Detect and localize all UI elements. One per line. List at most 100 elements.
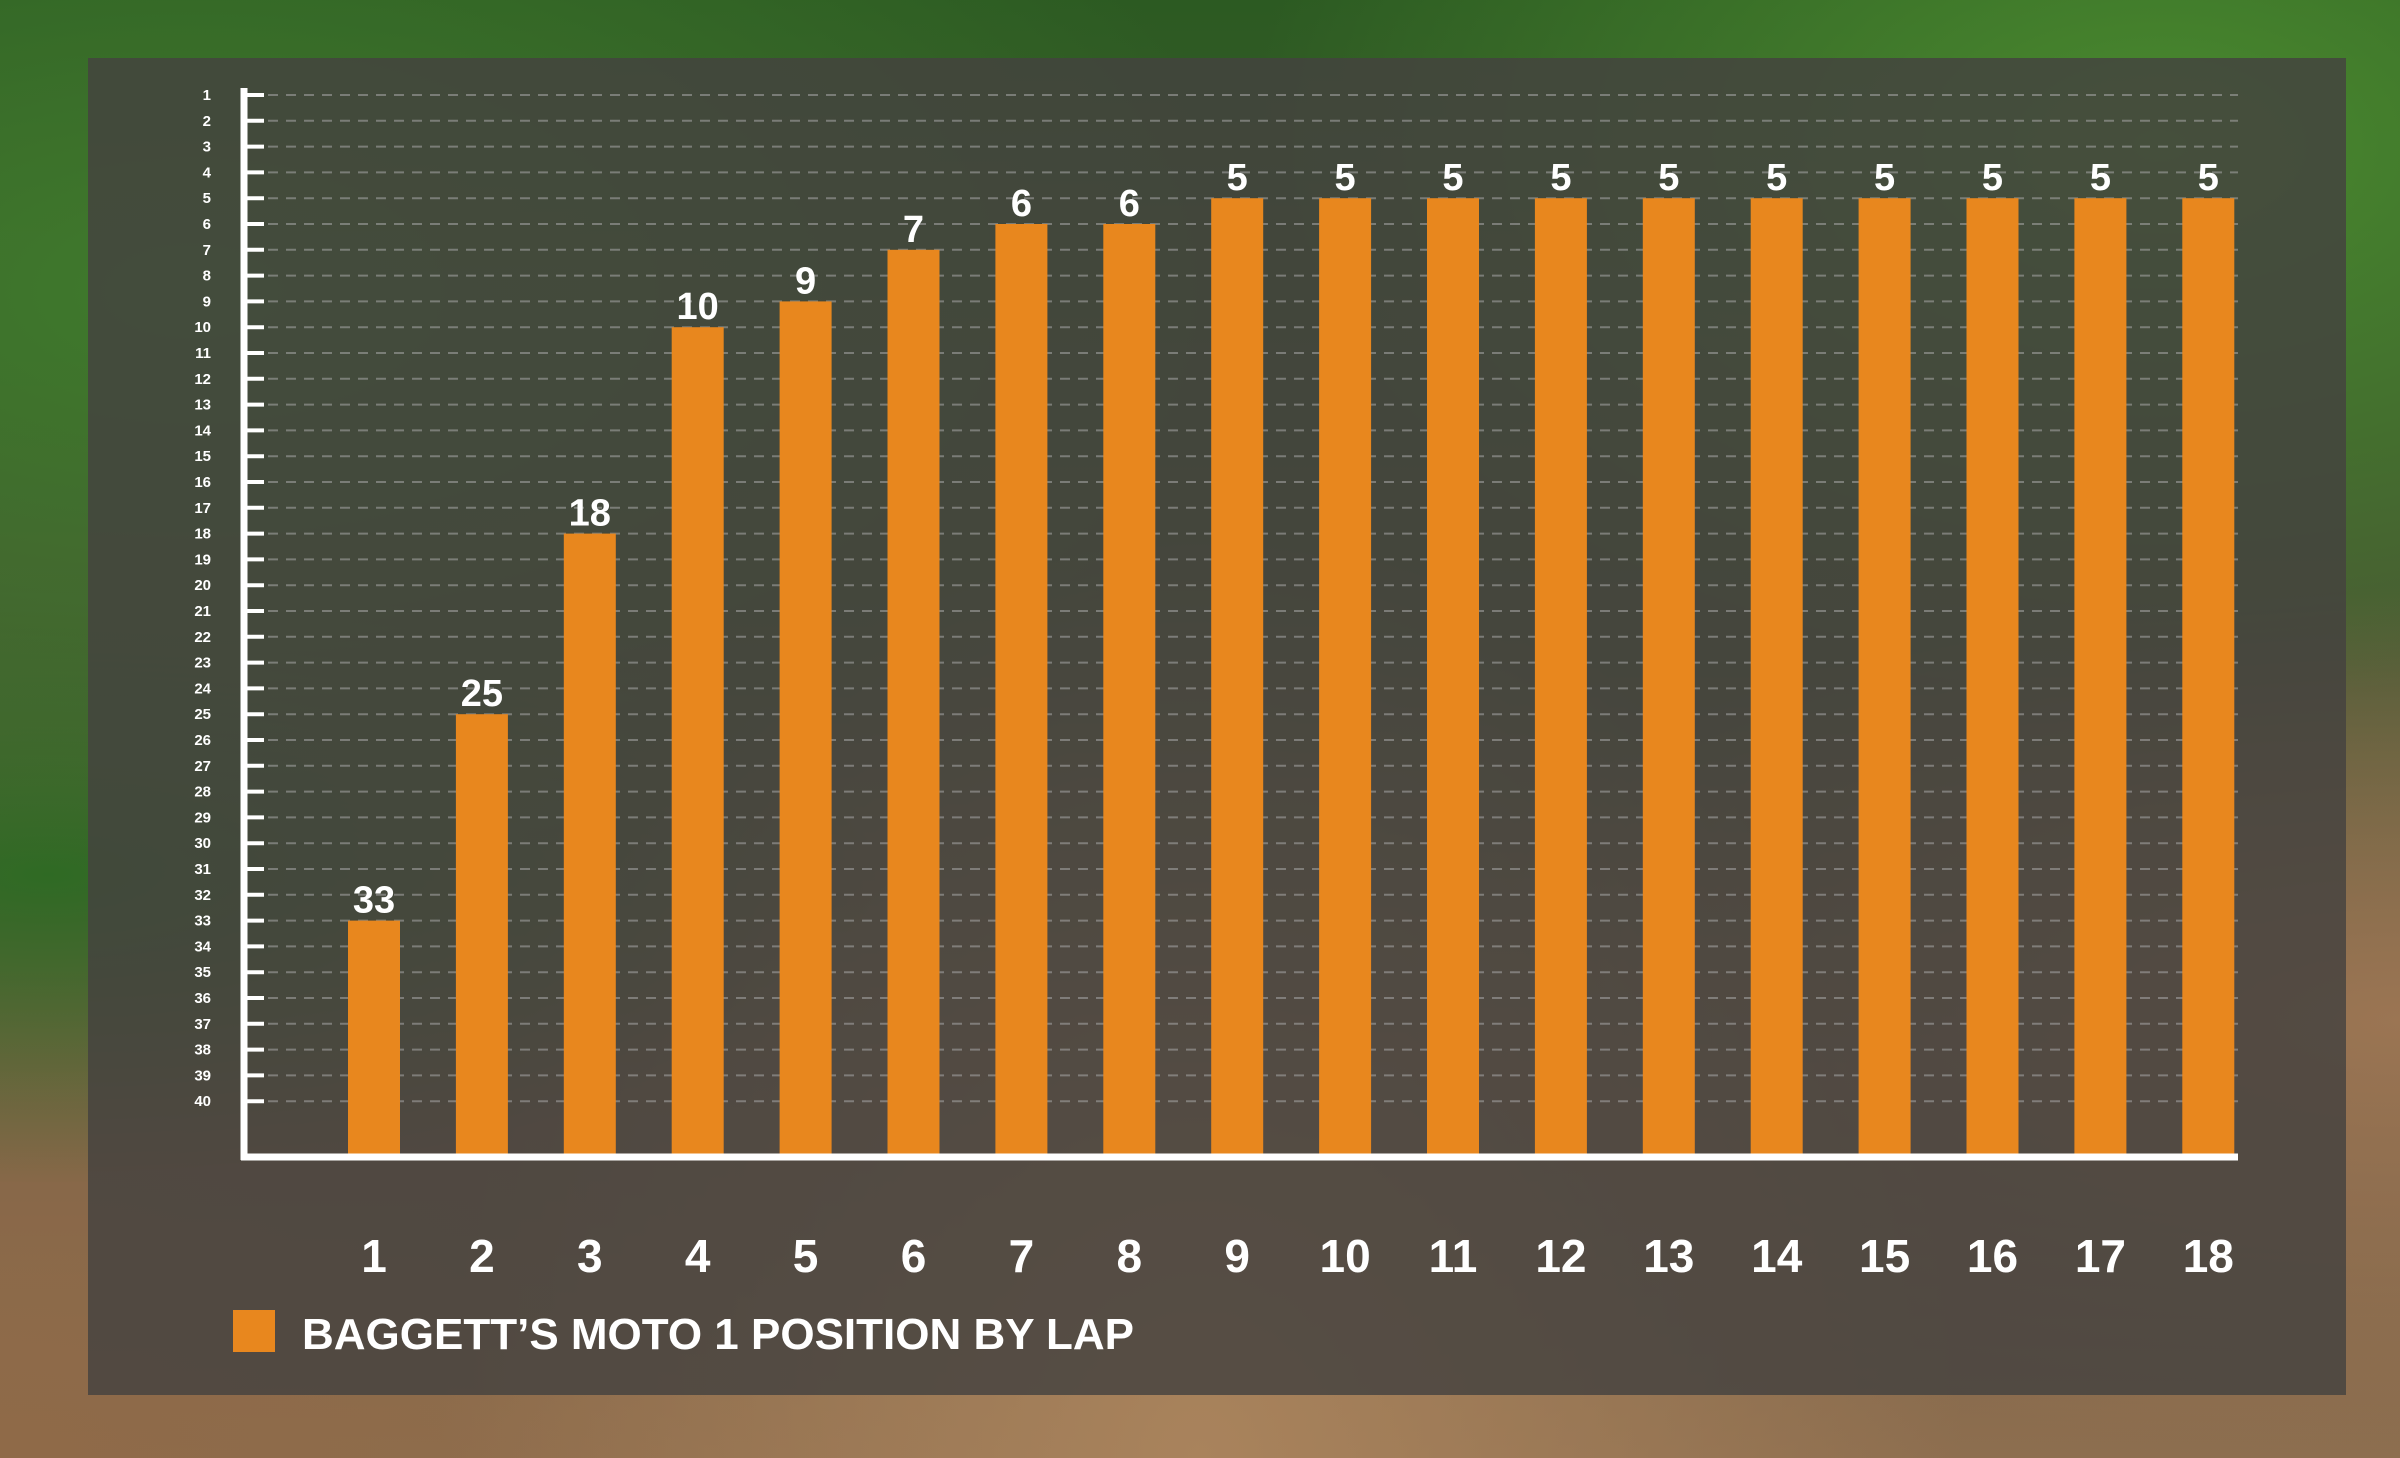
- bar-value-label: 7: [903, 209, 924, 251]
- y-tick-label: 37: [194, 1016, 211, 1033]
- y-tick-label: 15: [194, 448, 211, 465]
- y-tick-label: 32: [194, 887, 211, 904]
- legend: BAGGETT’S MOTO 1 POSITION BY LAP: [233, 1310, 1134, 1359]
- y-tick-label: 31: [194, 861, 211, 878]
- bar: [455, 714, 508, 1157]
- bar: [779, 301, 832, 1157]
- legend-swatch: [233, 1310, 275, 1352]
- bar: [1642, 198, 1695, 1157]
- x-tick-label: 8: [1117, 1230, 1143, 1282]
- y-tick-label: 17: [194, 500, 211, 517]
- bar: [2182, 198, 2235, 1157]
- y-tick-label: 5: [203, 190, 211, 207]
- y-tick-label: 2: [203, 113, 211, 130]
- bar: [1858, 198, 1911, 1157]
- y-tick-label: 18: [194, 526, 211, 543]
- bar-value-label: 5: [1982, 157, 2003, 199]
- y-tick-label: 1: [203, 87, 211, 104]
- x-tick-label: 18: [2183, 1230, 2234, 1282]
- x-tick-label: 17: [2075, 1230, 2126, 1282]
- y-tick-label: 30: [194, 835, 211, 852]
- x-tick-label: 2: [469, 1230, 495, 1282]
- bar-value-label: 5: [1227, 157, 1248, 199]
- bar: [1534, 198, 1587, 1157]
- x-tick-label: 3: [577, 1230, 603, 1282]
- y-tick-label: 4: [203, 164, 212, 181]
- bar: [1103, 224, 1156, 1157]
- x-tick-label: 5: [793, 1230, 819, 1282]
- bar-value-label: 6: [1011, 183, 1032, 225]
- x-tick-label: 1: [361, 1230, 387, 1282]
- bar-value-label: 5: [1442, 157, 1463, 199]
- bar-value-label: 33: [353, 880, 395, 922]
- bar-value-label: 5: [1658, 157, 1679, 199]
- bar: [995, 224, 1048, 1157]
- y-tick-label: 38: [194, 1042, 211, 1059]
- bar-value-label: 5: [1874, 157, 1895, 199]
- y-tick-label: 21: [194, 603, 211, 620]
- x-tick-label: 15: [1859, 1230, 1910, 1282]
- bar-value-label: 5: [1550, 157, 1571, 199]
- y-tick-label: 8: [203, 268, 211, 285]
- y-tick-label: 36: [194, 990, 211, 1007]
- bar-value-label: 5: [2198, 157, 2219, 199]
- bar: [348, 920, 400, 1157]
- bars: [348, 198, 2235, 1158]
- bar: [1319, 198, 1372, 1157]
- y-tick-label: 40: [194, 1093, 211, 1110]
- x-tick-label: 12: [1535, 1230, 1586, 1282]
- bar: [1750, 198, 1803, 1157]
- bar-value-label: 25: [461, 673, 503, 715]
- bar-value-label: 6: [1119, 183, 1140, 225]
- bar: [2074, 198, 2127, 1157]
- y-tick-label: 13: [194, 397, 211, 414]
- bar: [1427, 198, 1479, 1157]
- y-tick-label: 6: [203, 216, 211, 233]
- y-tick-label: 10: [194, 319, 211, 336]
- x-tick-label: 7: [1009, 1230, 1035, 1282]
- bar: [1966, 198, 2019, 1157]
- legend-label: BAGGETT’S MOTO 1 POSITION BY LAP: [302, 1310, 1134, 1359]
- y-tick-label: 19: [194, 551, 211, 568]
- y-tick-label: 25: [194, 706, 211, 723]
- x-tick-label: 11: [1429, 1230, 1478, 1282]
- y-tick-label: 24: [194, 680, 211, 697]
- y-tick-label: 14: [194, 422, 211, 439]
- y-tick-label: 16: [194, 474, 211, 491]
- y-tick-label: 7: [203, 242, 211, 259]
- y-tick-label: 35: [194, 964, 211, 981]
- bar-value-label: 10: [677, 286, 719, 328]
- y-tick-label: 29: [194, 809, 211, 826]
- y-tick-label: 20: [194, 577, 211, 594]
- y-tick-label: 33: [194, 913, 211, 930]
- y-tick-label: 22: [194, 629, 211, 646]
- y-tick-label: 9: [203, 293, 211, 310]
- y-tick-label: 11: [195, 345, 211, 362]
- y-tick-label: 23: [194, 655, 211, 672]
- bar: [1211, 198, 1264, 1157]
- y-tick-label: 39: [194, 1067, 211, 1084]
- x-tick-label: 16: [1967, 1230, 2018, 1282]
- x-tick-label: 9: [1224, 1230, 1250, 1282]
- y-tick-label: 12: [194, 371, 211, 388]
- bar: [887, 249, 940, 1158]
- bar-value-label: 18: [569, 493, 611, 535]
- y-tick-label: 3: [203, 139, 211, 156]
- bar-value-label: 5: [1335, 157, 1356, 199]
- y-tick-label: 26: [194, 732, 211, 749]
- x-tick-label: 10: [1320, 1230, 1371, 1282]
- y-tick-label: 34: [194, 938, 211, 955]
- axes: [240, 88, 2238, 1161]
- x-tick-label: 6: [901, 1230, 927, 1282]
- bar-value-label: 9: [795, 260, 816, 302]
- bar: [563, 533, 616, 1157]
- bar-value-label: 5: [2090, 157, 2111, 199]
- labels: 1234567891011121314151617181920212223242…: [194, 87, 2234, 1282]
- bar: [671, 327, 724, 1157]
- x-tick-label: 14: [1751, 1230, 1803, 1282]
- x-tick-label: 4: [685, 1230, 711, 1282]
- bar-value-label: 5: [1766, 157, 1787, 199]
- y-tick-label: 27: [194, 758, 211, 775]
- y-tick-label: 28: [194, 784, 211, 801]
